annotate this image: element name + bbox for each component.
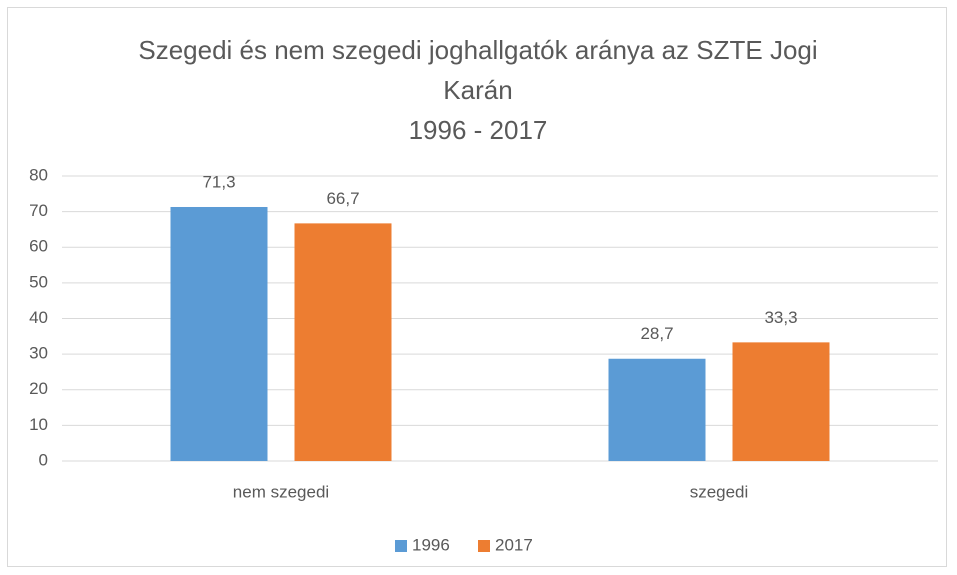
y-tick-label: 60 [29, 237, 48, 256]
legend-swatch [395, 540, 407, 552]
x-tick-label: nem szegedi [233, 482, 329, 501]
y-tick-label: 70 [29, 201, 48, 220]
y-tick-label: 80 [29, 165, 48, 184]
legend-label: 1996 [412, 535, 450, 554]
data-label: 66,7 [326, 189, 359, 208]
y-tick-label: 50 [29, 272, 48, 291]
y-tick-label: 30 [29, 344, 48, 363]
y-tick-label: 10 [29, 415, 48, 434]
chart-title: Szegedi és nem szegedi joghallgatók arán… [138, 35, 818, 105]
data-label: 28,7 [640, 324, 673, 343]
legend-swatch [478, 540, 490, 552]
y-tick-label: 20 [29, 379, 48, 398]
data-label: 71,3 [202, 172, 235, 191]
chart-frame [7, 7, 947, 567]
bar [608, 358, 706, 461]
bar [294, 223, 392, 461]
bar [732, 342, 830, 461]
y-tick-label: 0 [39, 450, 48, 469]
x-tick-label: szegedi [690, 482, 749, 501]
data-label: 33,3 [764, 308, 797, 327]
legend-label: 2017 [495, 535, 533, 554]
y-tick-label: 40 [29, 308, 48, 327]
bar [170, 206, 268, 461]
chart-subtitle: 1996 - 2017 [408, 115, 548, 145]
